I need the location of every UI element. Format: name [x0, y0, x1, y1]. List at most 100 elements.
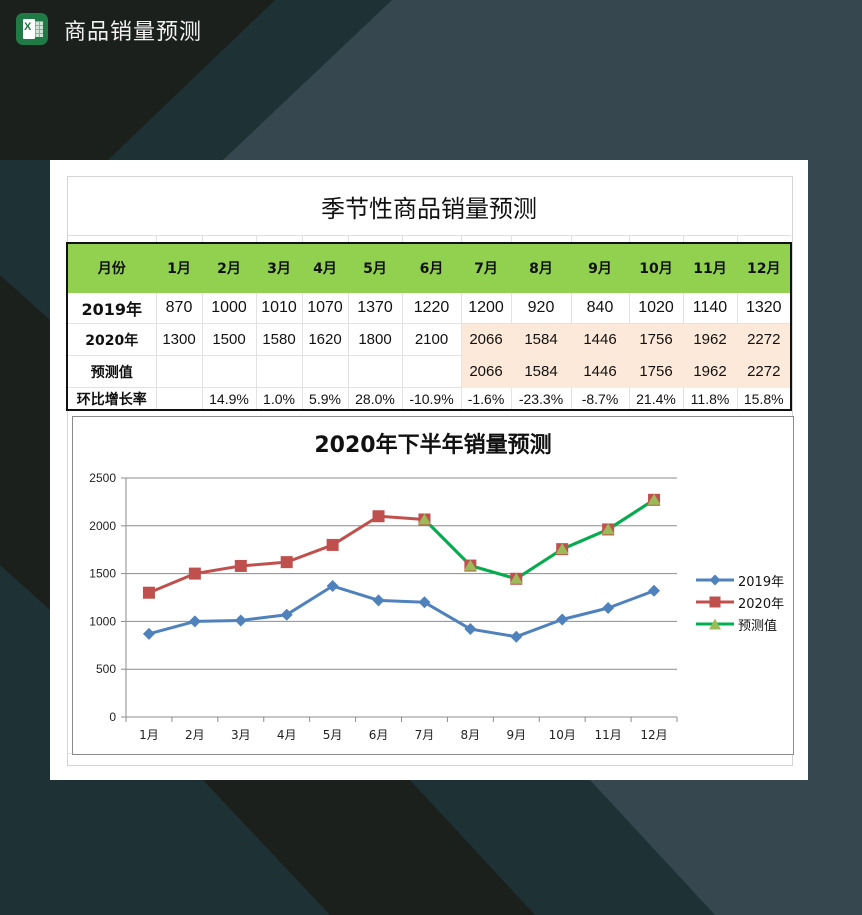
table-cell[interactable]: 2066 [460, 323, 512, 356]
chart-title: 2020年下半年销量预测 [314, 433, 552, 458]
header-cell[interactable]: 10月 [628, 242, 684, 293]
table-cell[interactable]: 1620 [301, 323, 349, 356]
table-cell[interactable]: 1320 [736, 292, 792, 324]
header-cell[interactable]: 12月 [736, 242, 792, 293]
svg-text:9月: 9月 [506, 728, 526, 742]
gridline [348, 235, 349, 243]
svg-text:1月: 1月 [139, 728, 159, 742]
table-cell[interactable]: -1.6% [460, 387, 512, 411]
header-cell[interactable]: 5月 [347, 242, 403, 293]
table-cell[interactable]: 1020 [628, 292, 684, 324]
legend-item-forecast[interactable]: 预测值 [695, 613, 784, 635]
table-cell[interactable]: 1070 [301, 292, 349, 324]
header-cell[interactable]: 9月 [570, 242, 630, 293]
legend-item-2020[interactable]: 2020年 [695, 591, 784, 613]
table-cell[interactable]: 1756 [628, 323, 684, 356]
table-cell[interactable]: 1.0% [255, 387, 303, 411]
gridline [202, 235, 203, 243]
table-cell[interactable]: 1140 [682, 292, 738, 324]
table-cell[interactable]: 2272 [736, 355, 792, 388]
table-cell[interactable]: 1010 [255, 292, 303, 324]
row-label[interactable]: 2019年 [66, 292, 157, 324]
gridline [156, 235, 157, 243]
table-cell[interactable]: -8.7% [570, 387, 630, 411]
table-cell[interactable]: 1220 [401, 292, 462, 324]
table-cell[interactable]: 1756 [628, 355, 684, 388]
svg-text:2500: 2500 [89, 471, 116, 485]
header-row: 月份 1月 2月 3月 4月 5月 6月 7月 8月 9月 10月 11月 12… [66, 242, 792, 293]
table-cell[interactable]: 920 [510, 292, 572, 324]
table-cell[interactable]: 1300 [155, 323, 203, 356]
table-cell[interactable]: 5.9% [301, 387, 349, 411]
header-cell[interactable]: 2月 [201, 242, 257, 293]
svg-text:11月: 11月 [594, 728, 621, 742]
table-cell[interactable]: 11.8% [682, 387, 738, 411]
gridline [511, 235, 512, 243]
row-label[interactable]: 环比增长率 [66, 387, 157, 411]
gridline [571, 235, 572, 243]
table-cell[interactable]: 1962 [682, 323, 738, 356]
table-cell[interactable]: 1584 [510, 323, 572, 356]
table-cell[interactable]: 14.9% [201, 387, 257, 411]
gridline [402, 235, 403, 243]
table-cell[interactable]: 28.0% [347, 387, 403, 411]
svg-text:12月: 12月 [640, 728, 667, 742]
line-chart[interactable]: 2020年下半年销量预测 0 500 1000 1500 2000 2500 1月 2月 3月 4… [72, 416, 794, 755]
table-cell[interactable]: 2100 [401, 323, 462, 356]
table-cell[interactable]: 1580 [255, 323, 303, 356]
legend-label: 2019年 [738, 574, 785, 590]
legend-label: 预测值 [738, 618, 778, 634]
header-cell[interactable]: 4月 [301, 242, 349, 293]
table-cell[interactable]: 840 [570, 292, 630, 324]
svg-text:2000: 2000 [89, 519, 116, 533]
gridline [629, 235, 630, 243]
table-row-growth: 环比增长率 14.9% 1.0% 5.9% 28.0% -10.9% -1.6%… [66, 387, 792, 411]
header-cell[interactable]: 8月 [510, 242, 572, 293]
table-cell[interactable]: 15.8% [736, 387, 792, 411]
table-row-2019: 2019年 870 1000 1010 1070 1370 1220 1200 … [66, 292, 792, 324]
table-cell[interactable]: 1200 [460, 292, 512, 324]
table-cell[interactable] [155, 355, 203, 388]
header-cell[interactable]: 3月 [255, 242, 303, 293]
sales-table: 月份 1月 2月 3月 4月 5月 6月 7月 8月 9月 10月 11月 12… [66, 242, 792, 411]
table-cell[interactable]: 1000 [201, 292, 257, 324]
table-cell[interactable]: 1370 [347, 292, 403, 324]
table-cell[interactable]: 2272 [736, 323, 792, 356]
sheet-title[interactable]: 季节性商品销量预测 [321, 194, 537, 223]
legend-item-2019[interactable]: 2019年 [695, 569, 784, 591]
header-cell[interactable]: 11月 [682, 242, 738, 293]
table-cell[interactable] [201, 355, 257, 388]
svg-text:4月: 4月 [277, 728, 297, 742]
table-cell[interactable] [347, 355, 403, 388]
table-cell[interactable] [255, 355, 303, 388]
row-label[interactable]: 预测值 [66, 355, 157, 388]
header-cell[interactable]: 7月 [460, 242, 512, 293]
gridline [302, 235, 303, 243]
table-cell[interactable]: 1800 [347, 323, 403, 356]
header-cell[interactable]: 1月 [155, 242, 203, 293]
table-row-forecast: 预测值 2066 1584 1446 1756 1962 2272 [66, 355, 792, 388]
table-cell[interactable]: 870 [155, 292, 203, 324]
header-cell[interactable]: 6月 [401, 242, 462, 293]
table-cell[interactable]: -23.3% [510, 387, 572, 411]
svg-text:10月: 10月 [549, 728, 576, 742]
header-cell[interactable]: 月份 [66, 242, 157, 293]
table-cell[interactable]: 1962 [682, 355, 738, 388]
table-cell[interactable]: 1500 [201, 323, 257, 356]
table-cell[interactable] [155, 387, 203, 411]
square-marker-icon [696, 596, 734, 608]
row-label[interactable]: 2020年 [66, 323, 157, 356]
triangle-marker-icon [696, 618, 734, 630]
table-cell[interactable] [401, 355, 462, 388]
table-row-2020: 2020年 1300 1500 1580 1620 1800 2100 2066… [66, 323, 792, 356]
table-cell[interactable] [301, 355, 349, 388]
svg-text:1000: 1000 [89, 614, 116, 628]
app-title: 商品销量预测 [64, 20, 203, 45]
table-cell[interactable]: 1446 [570, 323, 630, 356]
svg-text:3月: 3月 [231, 728, 251, 742]
table-cell[interactable]: 1446 [570, 355, 630, 388]
table-cell[interactable]: 21.4% [628, 387, 684, 411]
table-cell[interactable]: 2066 [460, 355, 512, 388]
table-cell[interactable]: -10.9% [401, 387, 462, 411]
table-cell[interactable]: 1584 [510, 355, 572, 388]
